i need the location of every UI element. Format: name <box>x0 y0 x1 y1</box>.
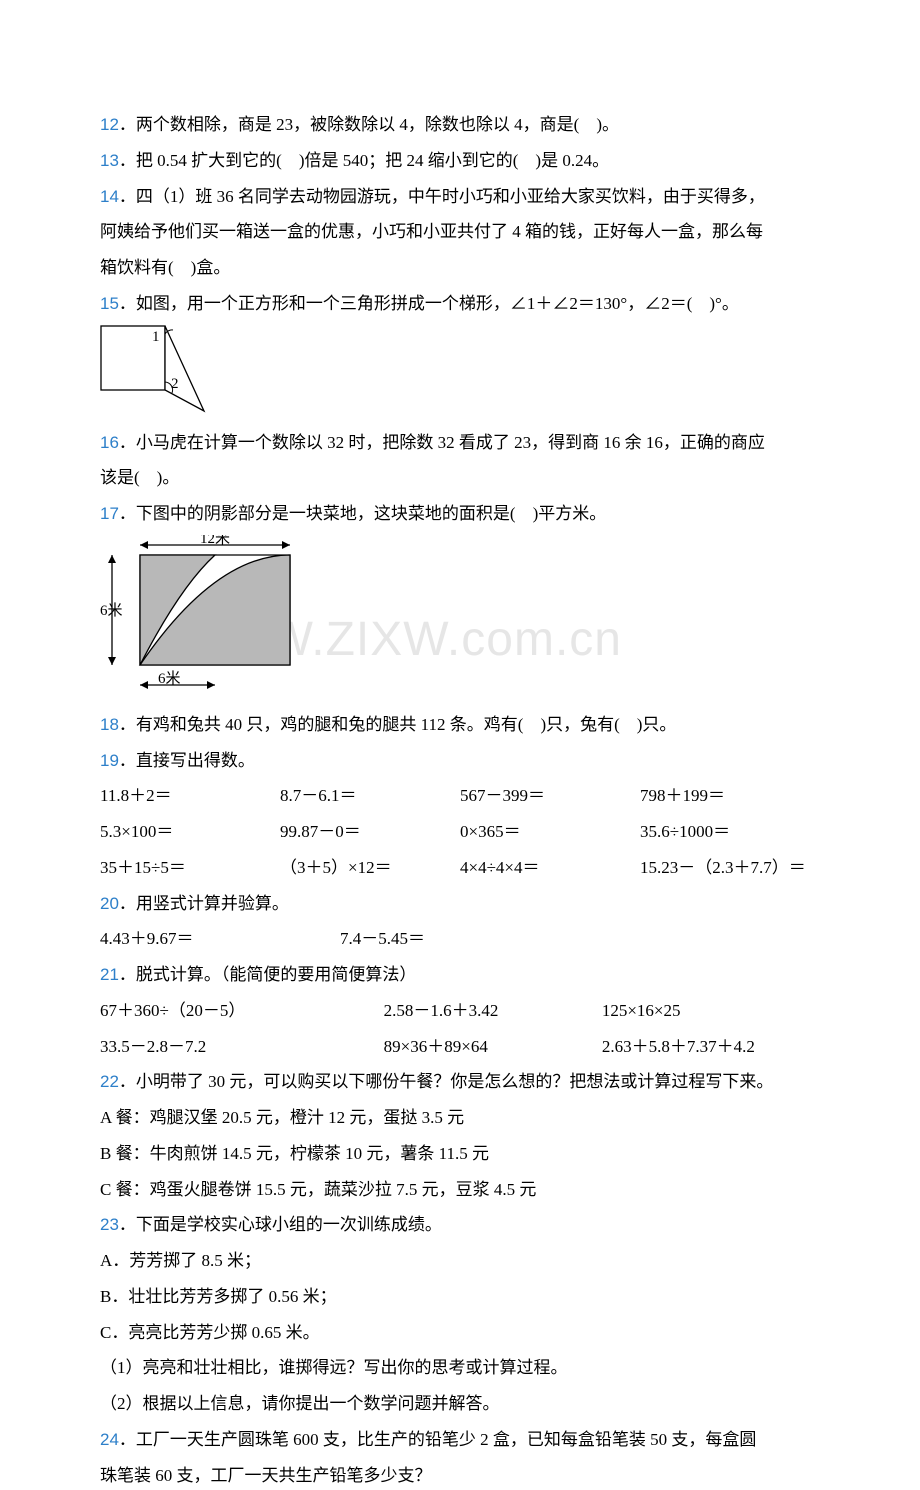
q19-r0c3: 798＋199＝ <box>640 781 820 811</box>
fig15-triangle <box>165 326 204 411</box>
qtext-22: ．小明带了 30 元，可以购买以下哪份午餐？你是怎么想的？把想法或计算过程写下来… <box>119 1072 774 1091</box>
fig17-label-12: 12米 <box>200 535 230 547</box>
qnum-15: 15 <box>100 294 119 313</box>
fig17-label-6w: 6米 <box>158 670 181 687</box>
question-23: 23．下面是学校实心球小组的一次训练成绩。 <box>100 1210 820 1240</box>
fig17-arrow-br <box>207 681 215 689</box>
q23-B: B．壮壮比芳芳多掷了 0.56 米； <box>100 1282 820 1312</box>
qtext-18: ．有鸡和兔共 40 只，鸡的腿和兔的腿共 112 条。鸡有( )只，兔有( )只… <box>119 715 677 734</box>
qnum-13: 13 <box>100 151 119 170</box>
q19-r0c1: 8.7－6.1＝ <box>280 781 460 811</box>
question-15: 15．如图，用一个正方形和一个三角形拼成一个梯形，∠1＋∠2＝130°，∠2＝(… <box>100 289 820 319</box>
qtext-23: ．下面是学校实心球小组的一次训练成绩。 <box>119 1215 442 1234</box>
fig17-arrow-tr <box>282 541 290 549</box>
q19-r0c0: 11.8＋2＝ <box>100 781 280 811</box>
qtext-13: ．把 0.54 扩大到它的( )倍是 540；把 24 缩小到它的( )是 0.… <box>119 151 609 170</box>
q21-r0c1: 2.58－1.6＋3.42 <box>384 996 602 1026</box>
fig17-arrow-bl <box>140 681 148 689</box>
qnum-21: 21 <box>100 965 119 984</box>
q19-r2c3: 15.23－（2.3＋7.7）＝ <box>640 853 820 883</box>
q19-r1c2: 0×365＝ <box>460 817 640 847</box>
question-20: 20．用竖式计算并验算。 <box>100 889 820 919</box>
question-12: 12．两个数相除，商是 23，被除数除以 4，除数也除以 4，商是( )。 <box>100 110 820 140</box>
q21-row-1: 33.5－2.8－7.2 89×36＋89×64 2.63＋5.8＋7.37＋4… <box>100 1032 820 1062</box>
qnum-18: 18 <box>100 715 119 734</box>
question-16-l1: 16．小马虎在计算一个数除以 32 时，把除数 32 看成了 23，得到商 16… <box>100 428 820 458</box>
q19-r1c1: 99.87－0＝ <box>280 817 460 847</box>
q23-sub2: （2）根据以上信息，请你提出一个数学问题并解答。 <box>100 1389 820 1419</box>
q20-row: 4.43＋9.67＝ 7.4－5.45＝ <box>100 924 820 954</box>
qtext-24-l2: 珠笔装 60 支，工厂一天共生产铅笔多少支？ <box>100 1466 432 1485</box>
question-16-l2: 该是( )。 <box>100 463 820 493</box>
question-18: 18．有鸡和兔共 40 只，鸡的腿和兔的腿共 112 条。鸡有( )只，兔有( … <box>100 710 820 740</box>
q21-row-0: 67＋360÷（20－5） 2.58－1.6＋3.42 125×16×25 <box>100 996 820 1026</box>
q21-r0c0: 67＋360÷（20－5） <box>100 996 384 1026</box>
qtext-14-l3: 箱饮料有( )盒。 <box>100 258 230 277</box>
qnum-16: 16 <box>100 433 119 452</box>
qtext-14-l2: 阿姨给予他们买一箱送一盒的优惠，小巧和小亚共付了 4 箱的钱，正好每人一盒，那么… <box>100 222 763 241</box>
q19-row-0: 11.8＋2＝ 8.7－6.1＝ 567－399＝ 798＋199＝ <box>100 781 820 811</box>
page-content: 12．两个数相除，商是 23，被除数除以 4，除数也除以 4，商是( )。 13… <box>100 110 820 1490</box>
qtext-16-l1: ．小马虎在计算一个数除以 32 时，把除数 32 看成了 23，得到商 16 余… <box>119 433 765 452</box>
figure-15: 1 2 <box>100 325 820 418</box>
fig17-arrow-tl <box>140 541 148 549</box>
qtext-20: ．用竖式计算并验算。 <box>119 894 289 913</box>
q22-optB: B 餐：牛肉煎饼 14.5 元，柠檬茶 10 元，薯条 11.5 元 <box>100 1139 820 1169</box>
question-14-l3: 箱饮料有( )盒。 <box>100 253 820 283</box>
qnum-20: 20 <box>100 894 119 913</box>
qtext-15: ．如图，用一个正方形和一个三角形拼成一个梯形，∠1＋∠2＝130°，∠2＝( )… <box>119 294 739 313</box>
question-14-l2: 阿姨给予他们买一箱送一盒的优惠，小巧和小亚共付了 4 箱的钱，正好每人一盒，那么… <box>100 217 820 247</box>
qnum-22: 22 <box>100 1072 119 1091</box>
qnum-24: 24 <box>100 1430 119 1449</box>
question-19: 19．直接写出得数。 <box>100 746 820 776</box>
figure-15-svg: 1 2 <box>100 325 206 413</box>
qtext-21: ．脱式计算。（能简便的要用简便算法） <box>119 965 417 984</box>
q19-row-2: 35＋15÷5＝ （3＋5）×12＝ 4×4÷4×4＝ 15.23－（2.3＋7… <box>100 853 820 883</box>
question-21: 21．脱式计算。（能简便的要用简便算法） <box>100 960 820 990</box>
fig17-label-6h: 6米 <box>100 602 123 619</box>
q21-r1c1: 89×36＋89×64 <box>384 1032 602 1062</box>
q23-sub1: （1）亮亮和壮壮相比，谁掷得远？写出你的思考或计算过程。 <box>100 1353 820 1383</box>
fig15-label1: 1 <box>152 329 160 345</box>
figure-17-svg: 12米 6米 6米 <box>100 535 300 695</box>
q23-C: C．亮亮比芳芳少掷 0.65 米。 <box>100 1318 820 1348</box>
question-17: 17．下图中的阴影部分是一块菜地，这块菜地的面积是( )平方米。 <box>100 499 820 529</box>
q19-r1c0: 5.3×100＝ <box>100 817 280 847</box>
qnum-19: 19 <box>100 751 119 770</box>
qnum-23: 23 <box>100 1215 119 1234</box>
qtext-16-l2: 该是( )。 <box>100 468 179 487</box>
question-13: 13．把 0.54 扩大到它的( )倍是 540；把 24 缩小到它的( )是 … <box>100 146 820 176</box>
fig17-arrow-lb <box>108 657 116 665</box>
q19-r1c3: 35.6÷1000＝ <box>640 817 820 847</box>
q20-spacer <box>580 924 820 954</box>
fig15-label2: 2 <box>171 376 179 392</box>
q19-r2c1: （3＋5）×12＝ <box>280 853 460 883</box>
qtext-19: ．直接写出得数。 <box>119 751 255 770</box>
q21-r0c2: 125×16×25 <box>602 996 820 1026</box>
question-24-l1: 24．工厂一天生产圆珠笔 600 支，比生产的铅笔少 2 盒，已知每盒铅笔装 5… <box>100 1425 820 1455</box>
qnum-14: 14 <box>100 187 119 206</box>
q19-row-1: 5.3×100＝ 99.87－0＝ 0×365＝ 35.6÷1000＝ <box>100 817 820 847</box>
question-24-l2: 珠笔装 60 支，工厂一天共生产铅笔多少支？ <box>100 1461 820 1490</box>
q23-A: A．芳芳掷了 8.5 米； <box>100 1246 820 1276</box>
qnum-12: 12 <box>100 115 119 134</box>
q21-r1c0: 33.5－2.8－7.2 <box>100 1032 384 1062</box>
q20-c0: 4.43＋9.67＝ <box>100 924 340 954</box>
question-14-l1: 14．四（1）班 36 名同学去动物园游玩，中午时小巧和小亚给大家买饮料，由于买… <box>100 182 820 212</box>
fig17-arrow-lt <box>108 555 116 563</box>
question-22: 22．小明带了 30 元，可以购买以下哪份午餐？你是怎么想的？把想法或计算过程写… <box>100 1067 820 1097</box>
qtext-14-l1: ．四（1）班 36 名同学去动物园游玩，中午时小巧和小亚给大家买饮料，由于买得多… <box>119 187 765 206</box>
q19-r2c0: 35＋15÷5＝ <box>100 853 280 883</box>
qtext-24-l1: ．工厂一天生产圆珠笔 600 支，比生产的铅笔少 2 盒，已知每盒铅笔装 50 … <box>119 1430 757 1449</box>
q19-r2c2: 4×4÷4×4＝ <box>460 853 640 883</box>
q21-r1c2: 2.63＋5.8＋7.37＋4.2 <box>602 1032 820 1062</box>
q20-c1: 7.4－5.45＝ <box>340 924 580 954</box>
q22-optA: A 餐：鸡腿汉堡 20.5 元，橙汁 12 元，蛋挞 3.5 元 <box>100 1103 820 1133</box>
figure-17: 12米 6米 6米 <box>100 535 820 700</box>
qtext-17: ．下图中的阴影部分是一块菜地，这块菜地的面积是( )平方米。 <box>119 504 606 523</box>
qtext-12: ．两个数相除，商是 23，被除数除以 4，除数也除以 4，商是( )。 <box>119 115 619 134</box>
q22-optC: C 餐：鸡蛋火腿卷饼 15.5 元，蔬菜沙拉 7.5 元，豆浆 4.5 元 <box>100 1175 820 1205</box>
qnum-17: 17 <box>100 504 119 523</box>
q19-r0c2: 567－399＝ <box>460 781 640 811</box>
